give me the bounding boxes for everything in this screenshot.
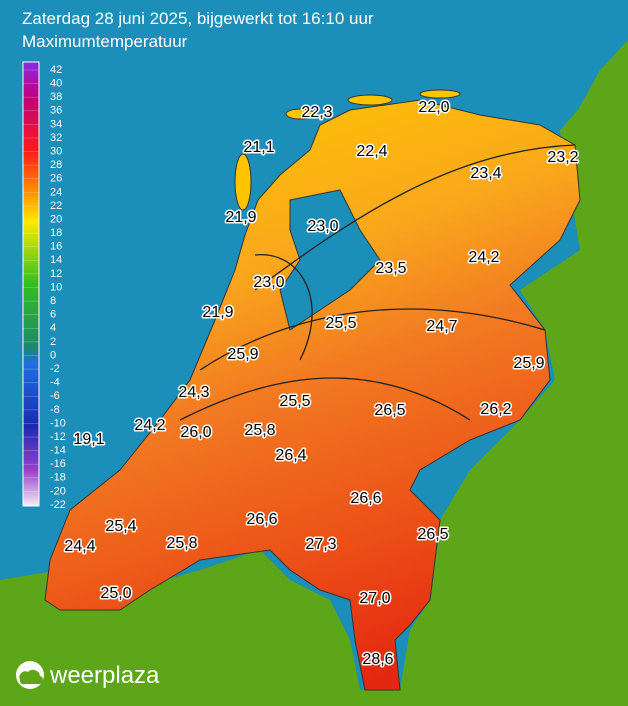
land-abroad	[0, 40, 628, 706]
station-temperature: 24,7	[426, 318, 457, 335]
legend-label: 10	[50, 281, 62, 293]
station-temperature: 28,6	[362, 651, 393, 668]
title: Zaterdag 28 juni 2025, bijgewerkt tot 16…	[22, 9, 374, 28]
legend-label: 40	[50, 78, 62, 90]
station-temperature: 26,5	[417, 526, 448, 543]
legend-label: -14	[50, 445, 66, 457]
station-temperature: 25,9	[227, 346, 258, 363]
legend-scale	[22, 61, 40, 507]
station-temperature: 26,5	[374, 402, 405, 419]
station-temperature: 25,5	[279, 393, 310, 410]
ijsselmeer	[279, 189, 381, 331]
legend-label: -6	[50, 390, 60, 402]
station-temperature: 21,9	[225, 209, 256, 226]
station-temperature: 22,3	[301, 104, 332, 121]
station-temperature: 23,0	[253, 274, 284, 291]
legend-label: 20	[50, 213, 62, 225]
station-temperature: 25,9	[513, 355, 544, 372]
station-temperature: 26,4	[275, 447, 306, 464]
legend-label: 2	[50, 336, 56, 348]
station-temperature: 21,1	[243, 139, 274, 156]
station-temperature: 22,0	[418, 99, 449, 116]
station-temperature: 23,2	[547, 149, 578, 166]
station-temperature: 21,9	[202, 304, 233, 321]
legend-label: 38	[50, 91, 62, 103]
legend-label: -16	[50, 458, 66, 470]
station-temperature: 27,0	[359, 590, 390, 607]
station-temperature: 24,2	[468, 249, 499, 266]
legend-label: -2	[50, 363, 60, 375]
station-temperature: 26,2	[480, 401, 511, 418]
station-temperature: 26,6	[350, 490, 381, 507]
legend-label: 42	[50, 64, 62, 76]
island	[419, 89, 461, 99]
station-temperature: 24,4	[64, 538, 95, 555]
island	[347, 94, 393, 106]
station-temperature: 26,0	[180, 424, 211, 441]
legend-label: 30	[50, 145, 62, 157]
station-temperature: 25,0	[100, 585, 131, 602]
legend-label: 22	[50, 200, 62, 212]
logo-cloud	[19, 669, 44, 685]
station-temperature: 25,8	[166, 535, 197, 552]
legend-label: -8	[50, 404, 60, 416]
station-temperature: 23,4	[470, 165, 501, 182]
legend-label: 14	[50, 254, 62, 266]
logo: weerplaza	[49, 662, 160, 689]
legend-label: 6	[50, 309, 56, 321]
legend-label: -20	[50, 485, 66, 497]
station-temperature: 19,1	[73, 431, 104, 448]
station-temperature: 24,3	[178, 384, 209, 401]
legend-label: 18	[50, 227, 62, 239]
station-temperature: 23,0	[307, 218, 338, 235]
legend-label: -12	[50, 431, 66, 443]
legend-label: -10	[50, 417, 66, 429]
subtitle: Maximumtemperatuur	[22, 32, 188, 51]
legend-label: -22	[50, 499, 66, 511]
legend-label: 4	[50, 322, 56, 334]
island	[285, 108, 315, 120]
station-temperature: 25,8	[244, 422, 275, 439]
station-temperature: 25,5	[325, 315, 356, 332]
legend-label: 24	[50, 186, 62, 198]
legend-label: -18	[50, 472, 66, 484]
station-temperature: 24,2	[134, 417, 165, 434]
legend-label: 36	[50, 105, 62, 117]
legend-label: -4	[50, 377, 60, 389]
legend-label: 0	[50, 349, 56, 361]
station-temperature: 23,5	[375, 260, 406, 277]
legend-label: 26	[50, 173, 62, 185]
station-temperature: 27,3	[305, 536, 336, 553]
legend-label: 28	[50, 159, 62, 171]
station-temperature: 22,4	[356, 143, 387, 160]
isotherm	[179, 144, 576, 421]
legend-label: 16	[50, 241, 62, 253]
station-temperature: 25,4	[105, 518, 136, 535]
legend-label: 8	[50, 295, 56, 307]
legend-label: 12	[50, 268, 62, 280]
station-temperature: 26,6	[246, 511, 277, 528]
legend-label: 32	[50, 132, 62, 144]
legend-label: 34	[50, 118, 62, 130]
island	[234, 153, 252, 211]
